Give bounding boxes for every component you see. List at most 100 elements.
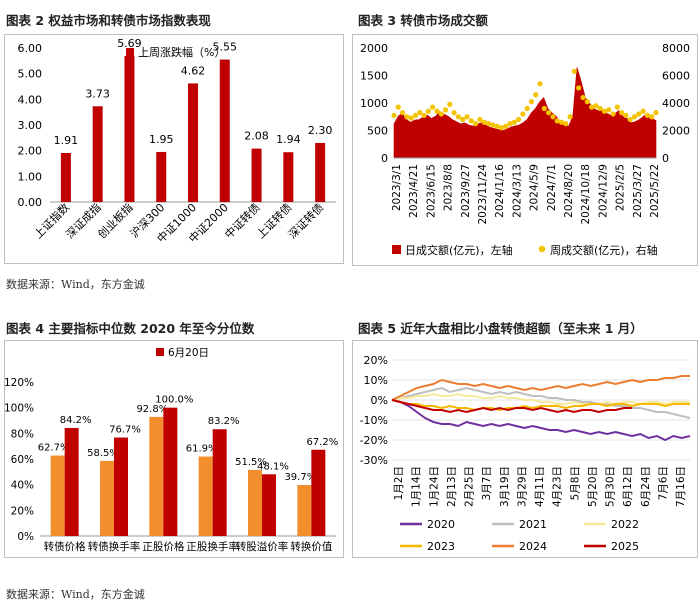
fig3-weekly-point <box>558 119 565 125</box>
fig3-weekly-point <box>417 110 423 116</box>
fig4-bar <box>114 437 128 536</box>
fig5-legend-label: 2025 <box>611 540 639 553</box>
fig3-weekly-point <box>576 85 582 91</box>
fig4-value-label: 83.2% <box>208 416 240 427</box>
fig4-ytick: 60% <box>11 454 34 466</box>
fig4-legend-label: 6月20日 <box>168 347 209 359</box>
fig3-weekly-point <box>520 111 526 117</box>
fig2-bar <box>283 152 294 202</box>
fig2-value-label: 5.55 <box>213 41 238 54</box>
fig3-xtick: 2024/12/9 <box>597 164 609 218</box>
fig3-weekly-point <box>593 103 599 109</box>
fig2-value-label: 1.94 <box>276 133 301 146</box>
fig5-line-2020 <box>391 399 691 442</box>
fig3-weekly-point <box>511 119 517 125</box>
fig4-value-label: 92.8% <box>136 404 168 415</box>
fig3-title: 图表 3 转债市场成交额 <box>358 13 488 28</box>
fig4-xtick: 正股价格 <box>142 540 184 553</box>
fig2-frame <box>4 34 344 264</box>
fig3-weekly-point <box>447 101 453 107</box>
fig3-chart: 0 500 1000 1500 2000 0 2000 4000 6000 8000 2023/3/… <box>352 34 698 266</box>
fig4-bar <box>297 485 312 536</box>
fig3-weekly-point <box>468 118 474 124</box>
fig5-title: 图表 5 近年大盘相比小盘转债超额（至未来 1 月） <box>358 321 643 336</box>
fig4-bar <box>248 469 262 536</box>
fig4-value-label: 62.7% <box>38 443 70 454</box>
fig3-xtick: 2024/7/1 <box>546 164 558 211</box>
fig4-bar <box>198 456 213 536</box>
fig5-xtick: 7月6日 <box>657 466 669 500</box>
fig2-ytick: 1.00 <box>18 170 43 183</box>
fig3-weekly-point <box>623 112 629 118</box>
fig3-weekly-point <box>425 108 431 114</box>
fig3-ytick-left: 500 <box>367 125 388 138</box>
fig4-bar <box>212 429 227 536</box>
fig3-ytick-right: 4000 <box>662 97 690 110</box>
fig3-weekly-point <box>640 108 646 114</box>
fig5-ytick: 10% <box>364 374 388 387</box>
fig4-value-label: 48.1% <box>257 461 289 472</box>
fig5-line-2021 <box>391 386 691 419</box>
fig4-ytick: 0% <box>17 531 34 543</box>
fig3-weekly-point <box>644 112 651 118</box>
fig3-ytick-right: 8000 <box>662 42 690 55</box>
fig3-weekly-point <box>588 104 595 110</box>
fig4-value-label: 67.2% <box>306 437 338 448</box>
fig5-ytick: -20% <box>360 434 388 447</box>
fig5-xtick: 7月16日 <box>675 466 687 507</box>
fig3-ytick-left: 1500 <box>360 70 388 83</box>
fig3-weekly-point <box>451 110 457 116</box>
fig5-legend-label: 2024 <box>519 540 547 553</box>
fig3-weekly-point <box>528 99 535 105</box>
fig4-bar <box>262 474 276 536</box>
fig3-daily-area <box>393 67 657 159</box>
fig4-value-label: 58.5% <box>87 448 119 459</box>
fig5-line-2023 <box>391 399 690 412</box>
fig5-xtick: 3月7日 <box>481 466 493 500</box>
fig3-weekly-point <box>515 116 522 123</box>
fig3-weekly-point <box>601 108 608 114</box>
fig3-weekly-point <box>636 111 642 117</box>
fig2-bar <box>124 55 135 202</box>
fig5-xtick: 6月24日 <box>640 466 652 507</box>
fig5-legend-label: 2022 <box>611 518 639 531</box>
fig5-xtick: 1月14日 <box>411 466 423 507</box>
fig3-weekly-point <box>524 105 530 112</box>
source-note-2: 数据来源：Wind，东方金诚 <box>6 588 145 601</box>
fig3-weekly-point <box>494 123 500 129</box>
fig2-legend-swatch <box>126 48 134 56</box>
fig3-weekly-point <box>653 110 659 116</box>
fig3-weekly-point <box>477 116 483 123</box>
fig3-weekly-point <box>412 112 419 118</box>
fig3-xtick: 2024/5/9 <box>529 164 541 211</box>
fig3-weekly-point <box>498 125 504 131</box>
fig3-legend-weekly: 周成交额(亿元)，右轴 <box>550 243 658 257</box>
fig3-weekly-point <box>584 99 590 105</box>
fig5-xtick: 6月12日 <box>622 466 634 507</box>
fig2-bar <box>156 151 167 202</box>
fig5-ytick: 20% <box>364 354 388 367</box>
fig5-frame <box>352 340 698 558</box>
fig2-bar <box>251 148 262 202</box>
fig3-ytick-left: 0 <box>381 152 388 165</box>
fig5-xtick: 3月19日 <box>499 466 511 507</box>
fig4-value-label: 76.7% <box>109 425 141 436</box>
fig4-value-label: 39.7% <box>284 472 316 483</box>
fig4-legend-swatch <box>156 348 164 356</box>
fig5-xtick: 5月8日 <box>569 466 581 500</box>
fig4-bar <box>163 407 178 536</box>
fig3-xtick: 2024/8/20 <box>563 164 575 218</box>
fig3-xtick: 2023/9/27 <box>460 164 472 218</box>
fig4-bar <box>311 449 326 536</box>
fig3-weekly-point <box>485 121 492 127</box>
fig5-xtick: 1月24日 <box>428 466 440 507</box>
fig5-legend-label: 2023 <box>427 540 455 553</box>
fig4-value-label: 61.9% <box>186 444 218 455</box>
fig3-weekly-point <box>438 111 444 117</box>
fig3-weekly-point <box>533 92 539 98</box>
fig3-weekly-point <box>404 114 410 120</box>
fig3-weekly-point <box>631 114 638 120</box>
fig4-xtick: 转债换手率 <box>88 540 141 553</box>
fig3-xtick: 2023/8/8 <box>443 164 455 211</box>
fig3-legend-daily: 日成交额(亿元)，左轴 <box>405 243 513 257</box>
